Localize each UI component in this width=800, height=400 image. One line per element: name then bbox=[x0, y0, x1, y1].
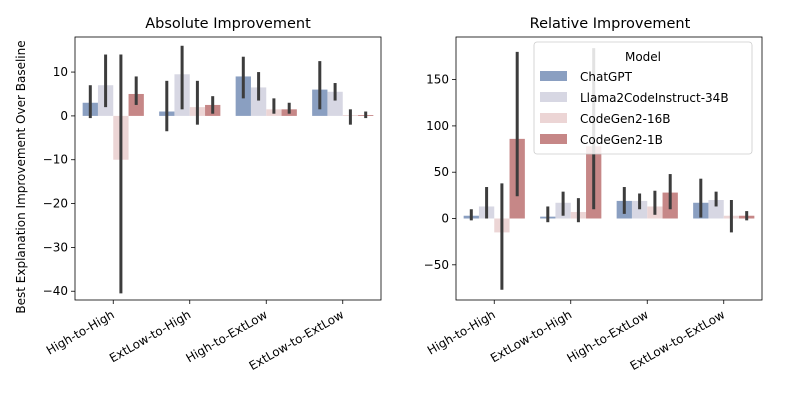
bar-llama2codeinstruct-34b bbox=[250, 87, 267, 116]
legend-title: Model bbox=[625, 50, 661, 64]
legend: Model ChatGPT Llama2CodeInstruct-34B CodeG… bbox=[533, 41, 753, 155]
bar-llama2codeinstruct-34b bbox=[631, 200, 648, 219]
y-tick-label: −20 bbox=[43, 197, 68, 211]
x-tick-label: ExtLow-to-High bbox=[488, 307, 574, 365]
legend-frame bbox=[533, 41, 753, 155]
y-tick-label: −50 bbox=[424, 258, 449, 272]
y-tick-label: −30 bbox=[43, 240, 68, 254]
x-tick-label: High-to-High bbox=[44, 307, 117, 357]
y-tick-label: −40 bbox=[43, 284, 68, 298]
y-tick-label: 0 bbox=[441, 212, 449, 226]
legend-swatch-chatgpt bbox=[540, 71, 567, 81]
axes-frame bbox=[74, 36, 382, 301]
legend-label-llama2codeinstruct-34b: Llama2CodeInstruct-34B bbox=[580, 91, 729, 105]
y-tick-label: 0 bbox=[60, 109, 68, 123]
y-tick-label: 50 bbox=[434, 165, 449, 179]
x-tick-label: High-to-High bbox=[425, 307, 498, 357]
legend-label-codegen2-16b: CodeGen2-16B bbox=[580, 112, 670, 126]
chart-title: Absolute Improvement bbox=[145, 16, 311, 32]
legend-swatch-codegen2-1b bbox=[540, 134, 567, 144]
legend-swatch-codegen2-16b bbox=[540, 113, 567, 123]
absolute-improvement-panel: Absolute Improvement 10 0 −10 −20 −30 −40 High… bbox=[43, 16, 382, 373]
y-tick-label: 10 bbox=[53, 65, 68, 79]
y-tick-label: −10 bbox=[43, 153, 68, 167]
x-tick-label: ExtLow-to-High bbox=[107, 307, 193, 365]
bar-llama2codeinstruct-34b bbox=[708, 199, 724, 219]
y-axis-label: Best Explanation Improvement Over Baseli… bbox=[14, 40, 28, 313]
chart-title: Relative Improvement bbox=[530, 16, 691, 32]
legend-swatch-llama2codeinstruct-34b bbox=[540, 92, 567, 102]
y-tick-label: 100 bbox=[426, 119, 449, 133]
y-tick-label: 150 bbox=[426, 73, 449, 87]
legend-label-codegen2-1b: CodeGen2-1B bbox=[580, 133, 663, 147]
legend-label-chatgpt: ChatGPT bbox=[580, 70, 633, 84]
bar-llama2codeinstruct-34b bbox=[327, 91, 343, 116]
axes-frame bbox=[455, 36, 763, 301]
